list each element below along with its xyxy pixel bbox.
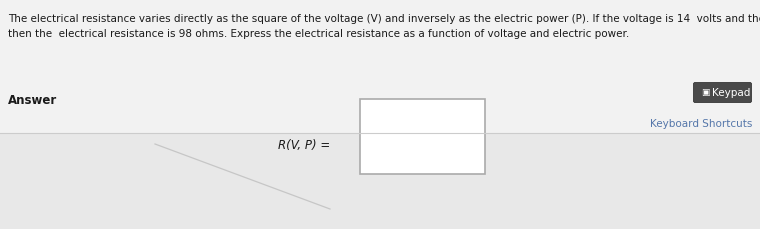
Text: The electrical resistance varies directly as the square of the voltage (V) and i: The electrical resistance varies directl… (8, 14, 760, 24)
FancyBboxPatch shape (360, 99, 485, 174)
Text: then the  electrical resistance is 98 ohms. Express the electrical resistance as: then the electrical resistance is 98 ohm… (8, 29, 629, 39)
Bar (0, 0, 760, 133)
Text: R(V, P) =: R(V, P) = (277, 139, 330, 153)
Text: Answer: Answer (8, 95, 57, 107)
Text: Keypad: Keypad (712, 87, 750, 98)
Text: ▣: ▣ (701, 88, 710, 97)
FancyBboxPatch shape (693, 82, 752, 103)
Text: Keyboard Shortcuts: Keyboard Shortcuts (650, 119, 752, 129)
